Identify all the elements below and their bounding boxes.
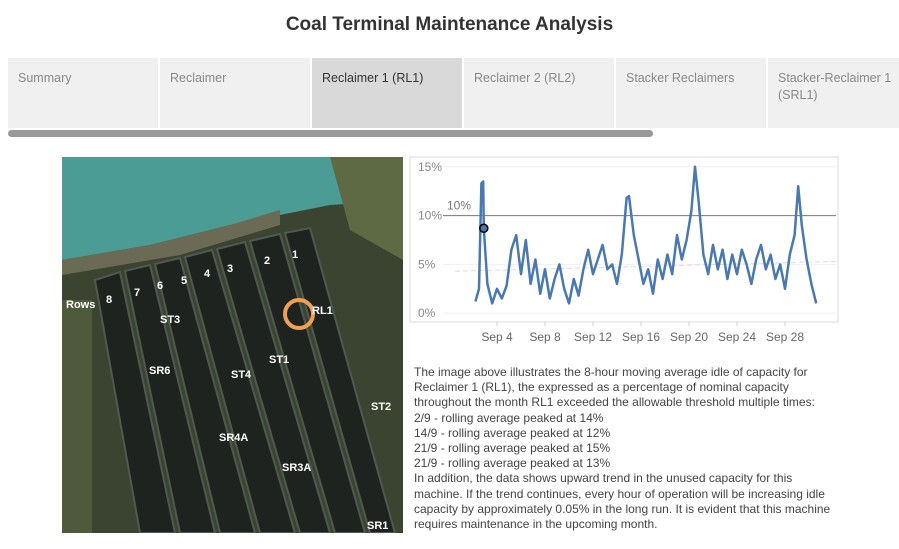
map-label: 1 <box>292 249 298 261</box>
y-tick-label: 0% <box>418 306 436 320</box>
tab[interactable]: Summary <box>8 58 158 128</box>
x-tick-label: Sep 20 <box>670 330 708 344</box>
description-line: throughout the month RL1 exceeded the al… <box>414 395 815 410</box>
data-line <box>474 165 818 305</box>
map-label: 2 <box>264 255 270 267</box>
map-label: 6 <box>157 280 163 292</box>
description-line: 21/9 - rolling average peaked at 13% <box>414 456 611 471</box>
map-label: 3 <box>227 263 233 275</box>
description-line: 14/9 - rolling average peaked at 12% <box>414 425 611 440</box>
map-label: ST2 <box>371 401 391 413</box>
map-label: ST1 <box>269 354 289 366</box>
description-line: 2/9 - rolling average peaked at 14% <box>414 410 604 425</box>
y-tick-label: 15% <box>418 160 442 174</box>
x-tick-label: Sep 8 <box>529 330 561 344</box>
tab[interactable]: Stacker Reclaimers <box>616 58 766 128</box>
highlight-circle <box>283 298 315 330</box>
map-label: Rows <box>66 299 95 311</box>
map-label: RL1 <box>312 305 333 317</box>
tab[interactable]: Reclaimer 1 (RL1) <box>312 58 462 128</box>
description-line: The image above illustrates the 8-hour m… <box>414 365 808 379</box>
x-tick-label: Sep 16 <box>622 330 660 344</box>
x-tick-label: Sep 28 <box>766 330 804 344</box>
tab[interactable]: Stacker-Reclaimer 1 (SRL1) <box>768 58 899 128</box>
map-label: 5 <box>181 275 187 287</box>
aerial-image <box>62 157 403 533</box>
description-line: In addition, the data shows upward trend… <box>414 471 793 486</box>
map-label: ST3 <box>160 314 180 326</box>
description-line: requires maintenance in the upcoming mon… <box>414 517 658 532</box>
highlight-point <box>479 223 489 234</box>
tab[interactable]: Reclaimer 2 (RL2) <box>464 58 614 128</box>
page-title: Coal Terminal Maintenance Analysis <box>285 14 614 35</box>
x-tick-label: Sep 4 <box>481 330 513 344</box>
y-tick-label: 5% <box>418 257 436 271</box>
tab[interactable]: Reclaimer <box>160 58 310 128</box>
map-label: 4 <box>204 268 211 280</box>
map-label: 7 <box>134 287 140 299</box>
x-tick-label: Sep 24 <box>718 330 756 344</box>
description-line: Reclaimer 1 (RL1), the expressed as a pe… <box>414 380 789 395</box>
description-line: capacity by approximately 0.05% in the l… <box>414 501 831 516</box>
map-label: SR1 <box>367 520 388 532</box>
description-line: 21/9 - rolling average peaked at 15% <box>414 441 611 456</box>
y-tick-label: 10% <box>418 209 442 223</box>
map-label: SR4A <box>219 432 248 444</box>
map-label: ST4 <box>231 369 252 381</box>
scrollbar[interactable] <box>8 130 653 137</box>
x-tick-label: Sep 12 <box>574 330 612 344</box>
map-label: SR3A <box>282 462 311 474</box>
description: The image above illustrates the 8-hour m… <box>414 365 830 532</box>
description-line: machine. If the trend continues, every h… <box>414 486 825 501</box>
reference-label: 10% <box>447 199 471 213</box>
map-label: 8 <box>106 294 112 306</box>
tab-bar: Summary Reclaimer Reclaimer 1 (RL1) Reclaim… <box>8 58 899 128</box>
map-label: SR6 <box>149 365 170 377</box>
